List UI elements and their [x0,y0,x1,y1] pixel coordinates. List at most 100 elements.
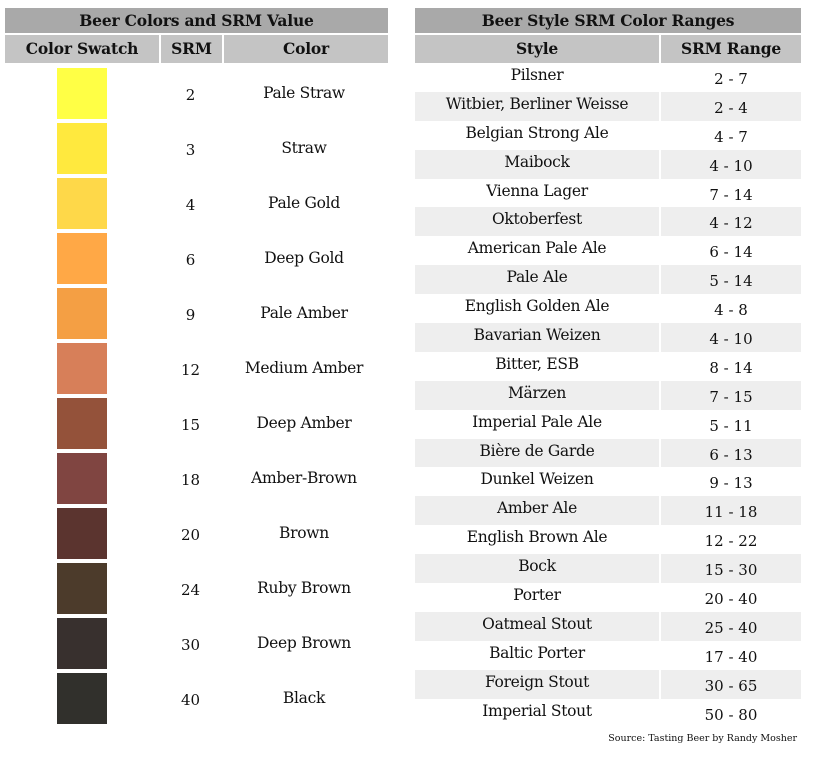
color-header: Color [224,35,388,63]
color-name: Amber-Brown [251,469,357,487]
color-row: 2 Pale Straw [5,66,388,121]
style-row: Porter 20 - 40 [415,583,801,612]
swatch-cell [5,671,159,726]
srm-range: 6 - 14 [709,243,753,262]
swatch-cell [5,176,159,231]
beer-style-table: Beer Style SRM Color Ranges Style SRM Ra… [415,8,801,727]
color-row: 9 Pale Amber [5,286,388,341]
srm-range: 11 - 18 [661,496,801,526]
style-name: English Brown Ale [466,528,608,547]
color-swatch [57,398,107,449]
srm-range: 4 - 8 [714,301,748,320]
srm-range: 5 - 14 [661,265,801,295]
style-row: American Pale Ale 6 - 14 [415,236,801,265]
swatch-cell [5,561,159,616]
color-name: Medium Amber [244,359,364,377]
swatch-cell [5,616,159,671]
style-row: Oktoberfest 4 - 12 [415,207,801,237]
srm-range: 4 - 12 [661,207,801,237]
srm-value: 15 [180,416,201,434]
srm-value: 9 [185,306,196,324]
style-row: Amber Ale 11 - 18 [415,496,801,526]
srm-range-header: SRM Range [661,35,801,63]
srm-range: 2 - 4 [661,91,801,121]
style-name: Belgian Strong Ale [465,123,609,142]
style-name: Imperial Pale Ale [472,412,602,431]
style-name: English Golden Ale [464,297,610,316]
color-row: 4 Pale Gold [5,176,388,231]
swatch-cell [5,231,159,286]
color-swatch-header: Color Swatch [5,35,159,63]
srm-range: 15 - 30 [661,554,801,584]
style-row: Witbier, Berliner Weisse 2 - 4 [415,91,801,121]
srm-range: 4 - 10 [661,323,801,352]
style-row: Vienna Lager 7 - 14 [415,179,801,208]
color-row: 12 Medium Amber [5,341,388,396]
color-name: Pale Straw [263,84,345,102]
srm-range: 4 - 10 [661,149,801,179]
style-name: Vienna Lager [486,181,588,200]
color-row: 3 Straw [5,121,388,176]
srm-range: 30 - 65 [661,669,801,699]
style-name: Pilsner [510,66,564,84]
srm-range: 5 - 11 [709,416,753,435]
source-note: Source: Tasting Beer by Randy Mosher [608,733,797,744]
srm-range: 8 - 14 [709,358,753,377]
style-row: Belgian Strong Ale 4 - 7 [415,121,801,150]
swatch-cell [5,506,159,561]
srm-value: 4 [185,196,196,214]
color-name: Pale Amber [260,304,348,322]
style-row: Bière de Garde 6 - 13 [415,438,801,468]
color-swatch [57,288,107,339]
color-name: Deep Gold [264,249,344,267]
style-row: Pilsner 2 - 7 [415,63,801,92]
color-row: 30 Deep Brown [5,616,388,671]
srm-range: 7 - 15 [661,380,801,410]
style-name: Foreign Stout [415,669,659,699]
beer-colors-header-row: Color Swatch SRM Color [5,35,388,63]
color-row: 15 Deep Amber [5,396,388,451]
color-name: Brown [279,524,329,542]
style-row: Pale Ale 5 - 14 [415,265,801,295]
style-row: Bavarian Weizen 4 - 10 [415,323,801,352]
color-name: Ruby Brown [257,579,351,597]
color-row: 40 Black [5,671,388,726]
color-name: Black [282,689,326,707]
style-name: Bitter, ESB [495,354,579,373]
swatch-cell [5,341,159,396]
style-name: Bière de Garde [415,438,659,468]
style-row: Foreign Stout 30 - 65 [415,669,801,699]
color-name: Deep Brown [256,634,351,652]
srm-value: 6 [185,251,196,269]
style-row: English Brown Ale 12 - 22 [415,525,801,554]
color-swatch [57,68,107,119]
srm-value: 2 [185,86,196,104]
color-name: Pale Gold [268,194,340,212]
style-name: Bock [415,554,659,584]
style-name: Märzen [415,380,659,410]
beer-colors-table: Beer Colors and SRM Value Color Swatch S… [5,8,388,726]
style-name: Amber Ale [415,496,659,526]
color-name: Straw [281,139,327,157]
color-swatch [57,233,107,284]
swatch-cell [5,121,159,176]
style-name: Pale Ale [415,265,659,295]
beer-style-title: Beer Style SRM Color Ranges [415,8,801,33]
swatch-cell [5,451,159,506]
color-row: 18 Amber-Brown [5,451,388,506]
beer-colors-title: Beer Colors and SRM Value [5,8,388,33]
swatch-cell [5,66,159,121]
color-swatch [57,673,107,724]
color-rows: 2 Pale Straw 3 Straw 4 Pale Gold 6 Deep Gold 9 Pa… [5,66,388,726]
srm-range: 12 - 22 [704,532,758,551]
color-name: Deep Amber [256,414,352,432]
style-name: Baltic Porter [489,643,585,662]
style-name: Imperial Stout [482,701,592,720]
srm-header: SRM [161,35,222,63]
srm-value: 20 [180,526,201,544]
srm-range: 17 - 40 [704,647,758,666]
color-swatch [57,343,107,394]
style-row: English Golden Ale 4 - 8 [415,294,801,323]
style-name: American Pale Ale [467,239,607,258]
style-row: Bock 15 - 30 [415,554,801,584]
